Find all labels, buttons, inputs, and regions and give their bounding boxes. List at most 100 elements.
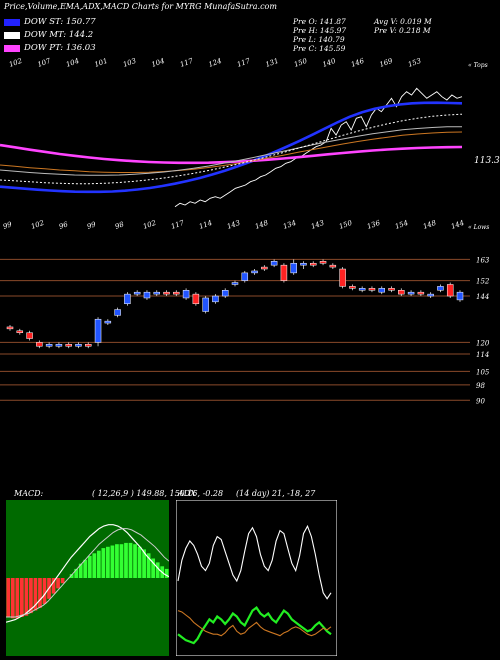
bottom-tick-label: 96	[58, 220, 70, 230]
chart-title: Price,Volume,EMA,ADX,MACD Charts for MYR…	[4, 2, 277, 11]
candle-body	[270, 261, 278, 266]
macd-histogram-bar	[133, 544, 137, 578]
bottom-tick-label: 148	[422, 219, 438, 230]
level-label: 144	[476, 293, 489, 301]
top-tick-label: 131	[264, 57, 279, 69]
legend-swatch	[4, 31, 20, 39]
candle-body	[398, 290, 405, 295]
stat-pre-low: Pre L: 140.79	[293, 35, 345, 44]
candle-body	[329, 264, 337, 268]
top-tick-label: 103	[122, 57, 138, 69]
series-dotted	[0, 113, 463, 185]
candle-body	[173, 291, 180, 295]
macd-histogram-bar	[38, 578, 42, 608]
candle-body	[417, 291, 425, 295]
legend-dow-pt: DOW PT: 136.03	[4, 43, 96, 53]
price-tag: 113.36	[474, 156, 500, 166]
level-label: 114	[476, 351, 489, 359]
macd-line	[6, 524, 169, 623]
signal-line	[6, 528, 169, 618]
candle-body	[251, 270, 258, 274]
macd-histogram-bar	[115, 544, 119, 578]
top-label-right: « Tops	[468, 62, 488, 69]
candle-body	[65, 344, 72, 347]
candle-body	[261, 266, 268, 270]
candle-body	[221, 290, 229, 297]
series-ema-magenta	[0, 143, 463, 165]
candle-body	[378, 288, 385, 293]
macd-histogram-bar	[15, 578, 20, 619]
bottom-tick-label: 99	[2, 220, 14, 230]
top-tick-label: 140	[321, 57, 337, 69]
candle-body	[124, 293, 131, 305]
top-tick-label: 146	[350, 57, 366, 69]
top-tick-label: 117	[179, 57, 195, 69]
candle-body	[241, 272, 249, 281]
candle-body	[456, 291, 464, 301]
macd-histogram-bar	[69, 574, 74, 578]
macd-histogram-bar	[146, 553, 151, 578]
macd-histogram-bar	[87, 555, 92, 578]
candle-body	[153, 291, 160, 295]
macd-histogram-bar	[33, 578, 38, 611]
macd-histogram-bar	[106, 546, 110, 578]
legend-label: DOW MT: 144.2	[24, 30, 94, 40]
bottom-tick-label: 134	[282, 219, 297, 230]
legend-label: DOW PT: 136.03	[24, 43, 96, 53]
candle-body	[163, 291, 170, 295]
macd-histogram-bar	[96, 550, 101, 578]
bottom-tick-label: 114	[198, 219, 213, 230]
legend-swatch	[4, 44, 20, 52]
legend-swatch	[4, 18, 20, 26]
legend-label: DOW ST: 150.77	[24, 17, 96, 27]
adx-chart	[176, 500, 337, 656]
macd-histogram-bar	[51, 578, 56, 594]
macd-histogram-bar	[6, 578, 11, 617]
candle-body	[202, 297, 209, 312]
stat-pre-volume: Pre V: 0.218 M	[374, 26, 431, 35]
series-ema-blue	[0, 101, 463, 194]
top-tick-label: 102	[8, 57, 24, 69]
macd-histogram-bar	[92, 553, 97, 578]
candle-body	[319, 261, 327, 264]
legend-dow-mt: DOW MT: 144.2	[4, 30, 93, 40]
macd-histogram-bar	[119, 544, 124, 578]
macd-histogram-bar	[155, 562, 160, 578]
macd-histogram-bar	[10, 578, 15, 619]
macd-histogram-bar	[19, 578, 24, 617]
macd-histogram-bar	[128, 542, 133, 578]
level-label: 90	[476, 397, 485, 405]
candle-body	[45, 344, 53, 347]
macd-histogram-bar	[29, 578, 33, 614]
adx-params: (14 day) 21, -18, 27	[236, 489, 316, 498]
candle-body	[16, 330, 24, 333]
candle-body	[55, 344, 63, 347]
level-label: 152	[476, 278, 490, 286]
candle-body	[231, 282, 239, 285]
candle-body	[388, 288, 395, 291]
price-ema-chart: 102 107 104 101 103 104 117 124 117 131 150 140 146 1…	[0, 57, 500, 230]
candle-body	[310, 262, 317, 266]
macd-histogram-bar	[164, 568, 169, 578]
macd-background	[6, 500, 169, 656]
level-label: 98	[476, 382, 485, 390]
macd-label: MACD:	[14, 489, 44, 498]
bottom-tick-label: 143	[310, 219, 326, 230]
bottom-tick-label: 136	[366, 219, 382, 230]
candle-body	[133, 291, 141, 295]
stat-avg-volume: Avg V: 0.019 M	[374, 17, 432, 26]
bottom-tick-label: 144	[450, 219, 465, 230]
macd-params: ( 12,26,9 ) 149.88, 150.16, -0.28	[92, 489, 224, 498]
candle-body	[358, 288, 366, 291]
top-tick-label: 150	[293, 57, 309, 69]
top-tick-label: 124	[207, 57, 222, 69]
candle-body	[104, 320, 112, 324]
bottom-tick-label: 117	[170, 219, 186, 230]
level-label: 105	[476, 368, 490, 376]
macd-histogram-bar	[60, 578, 65, 584]
bottom-tick-label: 99	[86, 220, 98, 230]
candle-body	[182, 290, 190, 299]
candle-body	[407, 291, 415, 295]
candle-body	[85, 344, 92, 347]
stat-pre-open: Pre O: 141.87	[293, 17, 346, 26]
